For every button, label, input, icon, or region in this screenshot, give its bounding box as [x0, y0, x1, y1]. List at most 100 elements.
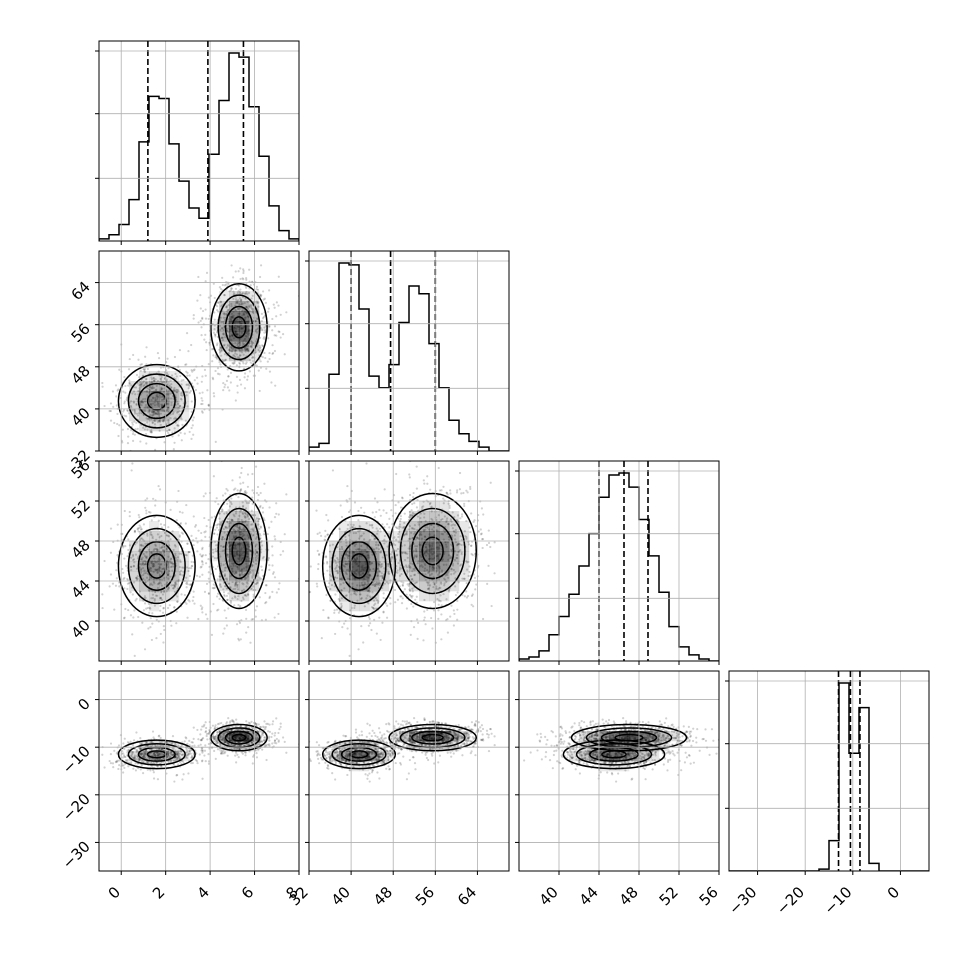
sample-point [266, 360, 269, 363]
sample-point [397, 561, 400, 565]
sample-point [135, 421, 138, 424]
sample-point [123, 402, 126, 405]
sample-point [347, 510, 351, 514]
sample-point [307, 602, 309, 604]
density-contour [210, 282, 268, 372]
sample-point [124, 391, 127, 394]
sample-point [352, 531, 355, 535]
sample-point [174, 389, 177, 392]
sample-point [273, 515, 277, 519]
sample-point [250, 306, 253, 309]
sample-point [236, 524, 239, 527]
sample-point [360, 581, 363, 584]
sample-point [192, 433, 195, 436]
sample-point [415, 595, 418, 598]
sample-point [223, 313, 226, 316]
sample-point [236, 391, 239, 394]
sample-point [249, 523, 253, 526]
sample-point [251, 527, 255, 530]
sample-point [252, 573, 255, 576]
sample-point [353, 501, 357, 504]
sample-point [398, 568, 402, 571]
sample-point [135, 541, 138, 544]
sample-point [245, 491, 248, 494]
sample-point [378, 583, 381, 586]
sample-point [143, 370, 146, 373]
sample-point [237, 270, 240, 273]
scatter-panel [101, 264, 299, 451]
sample-point [426, 587, 430, 590]
density-cell [239, 311, 250, 322]
sample-point [382, 509, 385, 512]
sample-point [242, 362, 245, 365]
sample-point [176, 402, 179, 406]
sample-point [157, 519, 160, 522]
sample-point [221, 538, 224, 541]
sample-point [144, 542, 147, 545]
sample-point [128, 381, 131, 385]
density-cell [149, 401, 160, 412]
sample-point [450, 524, 453, 527]
sample-point [457, 550, 460, 554]
sample-point [467, 574, 470, 578]
density-cell [239, 301, 250, 312]
sample-point [239, 574, 242, 577]
sample-point [398, 530, 401, 534]
sample-point [201, 560, 204, 564]
sample-point [161, 409, 164, 412]
sample-point [176, 559, 179, 562]
sample-point [230, 287, 233, 290]
sample-point [238, 747, 241, 751]
sample-point [258, 527, 261, 531]
sample-point [127, 435, 130, 438]
sample-point [241, 291, 245, 295]
sample-point [152, 549, 155, 552]
sample-point [244, 520, 247, 524]
sample-point [378, 570, 382, 573]
sample-point [103, 559, 106, 563]
sample-point [154, 396, 157, 400]
sample-point [281, 333, 285, 336]
sample-point [414, 581, 417, 584]
sample-point [417, 521, 420, 524]
sample-point [134, 599, 137, 602]
sample-point [191, 554, 194, 557]
sample-point [457, 543, 460, 546]
sample-point [412, 549, 415, 553]
density-cell [359, 561, 370, 572]
sample-point [147, 548, 150, 551]
sample-point [126, 409, 129, 413]
density-cell [139, 381, 150, 392]
sample-point [379, 530, 382, 533]
density-contour [117, 363, 196, 439]
sample-point [349, 617, 352, 620]
sample-point [224, 585, 227, 588]
sample-point [432, 609, 436, 612]
sample-point [411, 562, 414, 566]
density-cell [249, 571, 260, 582]
sample-point [283, 353, 286, 356]
sample-point [429, 501, 432, 505]
sample-point [333, 611, 336, 614]
sample-point [328, 565, 331, 568]
density-cell [239, 501, 250, 512]
density-cell [449, 511, 460, 522]
sample-point [423, 535, 427, 538]
sample-point [157, 395, 160, 398]
sample-point [189, 752, 192, 755]
sample-point [240, 572, 243, 575]
sample-point [243, 387, 247, 390]
sample-point [144, 382, 148, 385]
sample-point [149, 607, 152, 610]
sample-point [383, 488, 386, 491]
sample-point [140, 543, 143, 547]
sample-point [125, 398, 128, 401]
sample-point [455, 519, 458, 522]
sample-point [160, 386, 163, 389]
sample-point [228, 721, 231, 724]
sample-point [265, 600, 268, 604]
sample-point [225, 594, 228, 597]
sample-point [180, 398, 183, 401]
sample-point [411, 587, 414, 590]
sample-point [327, 519, 330, 522]
